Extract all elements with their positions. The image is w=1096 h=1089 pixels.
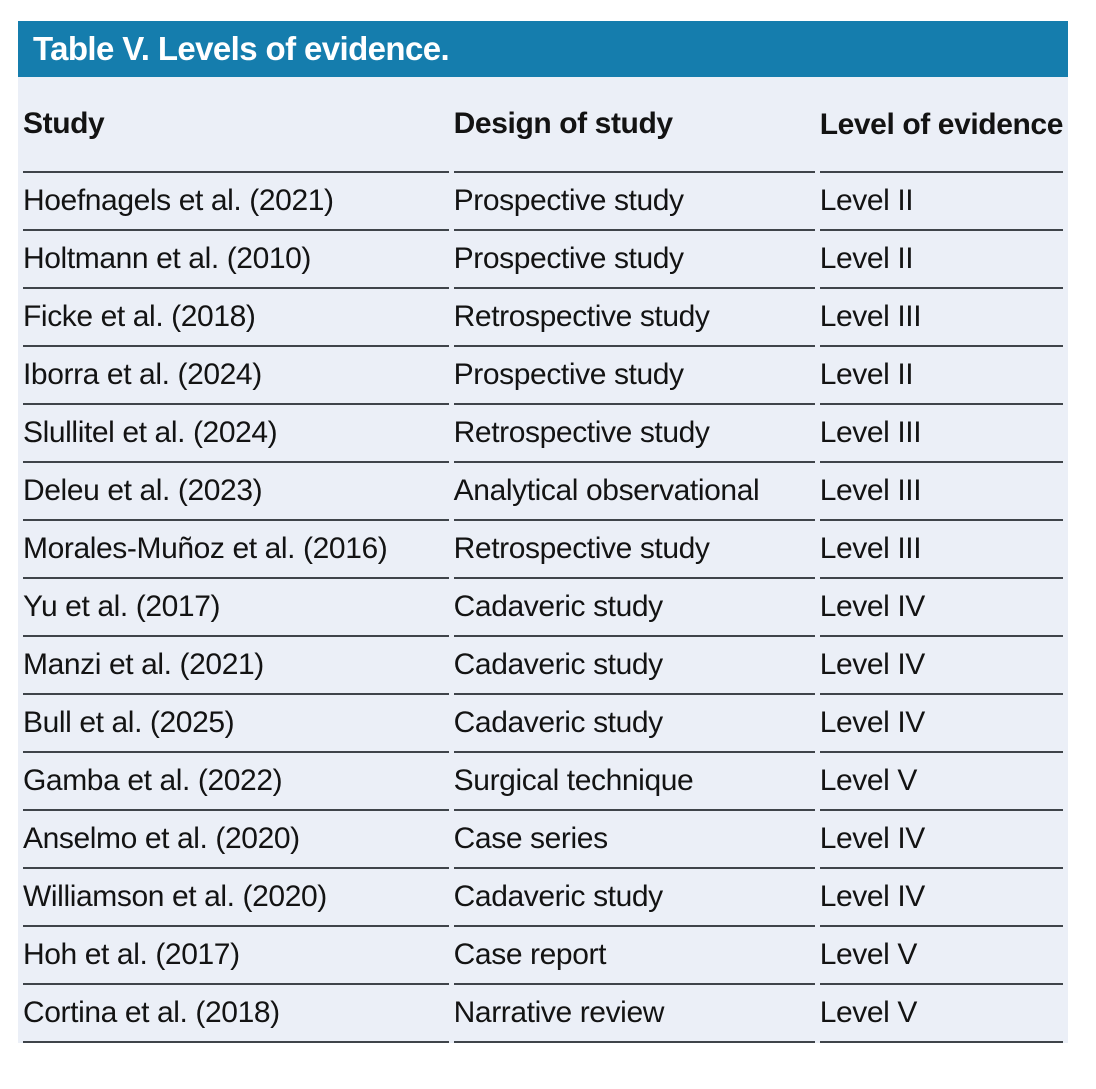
cell-design: Cadaveric study <box>453 869 815 927</box>
cell-level: Level II <box>819 173 1063 231</box>
cell-study: Slullitel et al. (2024) <box>23 405 449 463</box>
cell-study: Cortina et al. (2018) <box>23 985 449 1043</box>
cell-level: Level II <box>819 347 1063 405</box>
table-row: Cortina et al. (2018) Narrative review Lev… <box>23 985 1063 1043</box>
cell-level: Level V <box>819 927 1063 985</box>
table-row: Hoh et al. (2017) Case report Level V <box>23 927 1063 985</box>
header-row: Study Design of study Level of evidence <box>23 77 1063 173</box>
table-row: Iborra et al. (2024) Prospective study Lev… <box>23 347 1063 405</box>
table-row: Deleu et al. (2023) Analytical observatio… <box>23 463 1063 521</box>
cell-design: Cadaveric study <box>453 579 815 637</box>
cell-study: Hoefnagels et al. (2021) <box>23 173 449 231</box>
cell-study: Hoh et al. (2017) <box>23 927 449 985</box>
cell-level: Level IV <box>819 579 1063 637</box>
cell-level: Level IV <box>819 869 1063 927</box>
table-row: Yu et al. (2017) Cadaveric study Level IV <box>23 579 1063 637</box>
cell-level: Level IV <box>819 811 1063 869</box>
cell-study: Deleu et al. (2023) <box>23 463 449 521</box>
cell-study: Morales-Muñoz et al. (2016) <box>23 521 449 579</box>
cell-design: Surgical technique <box>453 753 815 811</box>
cell-study: Williamson et al. (2020) <box>23 869 449 927</box>
cell-study: Gamba et al. (2022) <box>23 753 449 811</box>
table-title-bar: Table V. Levels of evidence. <box>18 21 1068 77</box>
cell-level: Level V <box>819 753 1063 811</box>
table-row: Bull et al. (2025) Cadaveric study Level I… <box>23 695 1063 753</box>
cell-design: Retrospective study <box>453 289 815 347</box>
column-header-design-of-study: Design of study <box>453 77 815 173</box>
cell-level: Level V <box>819 985 1063 1043</box>
column-header-study: Study <box>23 77 449 173</box>
cell-study: Anselmo et al. (2020) <box>23 811 449 869</box>
cell-design: Retrospective study <box>453 405 815 463</box>
table-row: Hoefnagels et al. (2021) Prospective stud… <box>23 173 1063 231</box>
table-row: Manzi et al. (2021) Cadaveric study Level … <box>23 637 1063 695</box>
table-row: Ficke et al. (2018) Retrospective study Le… <box>23 289 1063 347</box>
cell-study: Yu et al. (2017) <box>23 579 449 637</box>
table-row: Anselmo et al. (2020) Case series Level IV <box>23 811 1063 869</box>
table-row: Holtmann et al. (2010) Prospective study L… <box>23 231 1063 289</box>
cell-study: Bull et al. (2025) <box>23 695 449 753</box>
evidence-table: Study Design of study Level of evidence … <box>18 77 1068 1043</box>
cell-design: Narrative review <box>453 985 815 1043</box>
cell-level: Level III <box>819 521 1063 579</box>
cell-design: Prospective study <box>453 347 815 405</box>
cell-level: Level III <box>819 463 1063 521</box>
cell-level: Level III <box>819 289 1063 347</box>
cell-study: Manzi et al. (2021) <box>23 637 449 695</box>
table-header: Study Design of study Level of evidence <box>23 77 1063 173</box>
cell-level: Level IV <box>819 695 1063 753</box>
cell-level: Level IV <box>819 637 1063 695</box>
table-row: Gamba et al. (2022) Surgical technique Lev… <box>23 753 1063 811</box>
evidence-table-card: Table V. Levels of evidence. Study Desig… <box>18 21 1068 1043</box>
cell-level: Level II <box>819 231 1063 289</box>
cell-design: Analytical observational <box>453 463 815 521</box>
table-row: Morales-Muñoz et al. (2016) Retrospective… <box>23 521 1063 579</box>
cell-design: Cadaveric study <box>453 695 815 753</box>
cell-design: Prospective study <box>453 173 815 231</box>
cell-design: Case series <box>453 811 815 869</box>
column-header-level-of-evidence: Level of evidence <box>819 77 1063 173</box>
cell-level: Level III <box>819 405 1063 463</box>
table-body: Hoefnagels et al. (2021) Prospective stud… <box>23 173 1063 1043</box>
table-row: Williamson et al. (2020) Cadaveric study L… <box>23 869 1063 927</box>
cell-study: Holtmann et al. (2010) <box>23 231 449 289</box>
table-title: Table V. Levels of evidence. <box>33 30 450 67</box>
cell-design: Retrospective study <box>453 521 815 579</box>
cell-design: Case report <box>453 927 815 985</box>
table-row: Slullitel et al. (2024) Retrospective stu… <box>23 405 1063 463</box>
cell-design: Prospective study <box>453 231 815 289</box>
cell-study: Iborra et al. (2024) <box>23 347 449 405</box>
cell-study: Ficke et al. (2018) <box>23 289 449 347</box>
cell-design: Cadaveric study <box>453 637 815 695</box>
